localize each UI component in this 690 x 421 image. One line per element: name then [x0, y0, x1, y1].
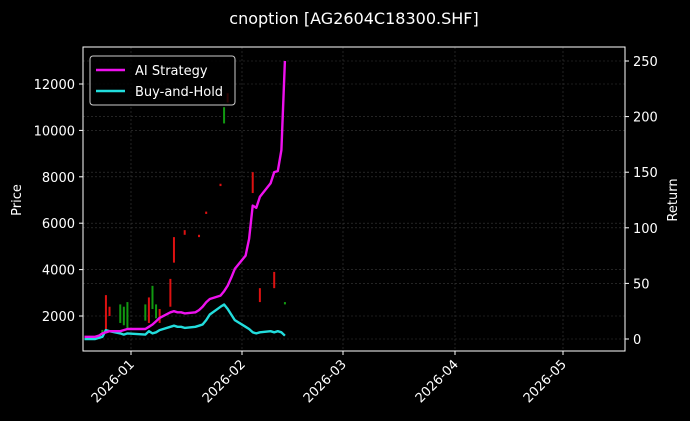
candlestick — [144, 304, 147, 321]
y-axis-left-label: Price — [10, 184, 25, 216]
y-tick-label-left: 2000 — [42, 310, 75, 325]
y-tick-label-right: 0 — [633, 333, 641, 348]
chart-title: cnoption [AG2604C18300.SHF] — [229, 9, 478, 28]
legend-buy-and-hold-label: Buy-and-Hold — [135, 85, 223, 100]
legend-ai-strategy-label: AI Strategy — [135, 64, 208, 79]
y-tick-label-left: 4000 — [42, 264, 75, 279]
y-tick-label-right: 50 — [633, 277, 650, 292]
y-tick-label-right: 200 — [633, 111, 658, 126]
candlestick — [158, 309, 161, 323]
legend: AI Strategy Buy-and-Hold — [89, 55, 236, 106]
y-axis-right: 0 50 100 150 200 250 — [625, 55, 658, 348]
series-lines — [84, 60, 287, 341]
y-tick-label-left: 10000 — [34, 124, 75, 139]
candlestick — [283, 302, 286, 305]
y-tick-label-right: 100 — [633, 222, 658, 237]
candlestick — [223, 107, 226, 124]
y-tick-label-right: 250 — [633, 55, 658, 70]
candlestick — [151, 285, 154, 310]
candlestick — [104, 295, 107, 333]
candlestick — [205, 211, 208, 214]
buy-and-hold-line — [84, 303, 286, 341]
y-tick-label-left: 12000 — [34, 78, 75, 93]
candlestick — [251, 172, 254, 194]
candlestick — [122, 306, 125, 326]
candlestick — [108, 306, 111, 316]
candlestick — [258, 288, 261, 303]
grid-lines — [83, 47, 625, 351]
y-axis-left: 2000 4000 6000 8000 10000 12000 — [34, 78, 83, 325]
candlestick — [273, 271, 276, 289]
candlestick — [183, 230, 186, 235]
candlestick — [172, 237, 175, 263]
candlestick — [169, 278, 172, 307]
candlestick — [198, 234, 201, 238]
ai-strategy-line — [84, 60, 287, 338]
candlestick — [101, 329, 104, 334]
candlestick — [119, 304, 122, 323]
candlestick — [155, 304, 158, 319]
candlestick — [219, 183, 222, 187]
y-tick-label-right: 150 — [633, 166, 658, 181]
legend-box — [89, 55, 236, 106]
y-axis-right-label: Return — [666, 178, 681, 221]
plot-frame — [82, 46, 626, 352]
y-tick-label-left: 6000 — [42, 217, 75, 232]
y-tick-label-left: 8000 — [42, 171, 75, 186]
candlestick — [147, 297, 150, 323]
candlestick — [126, 302, 129, 330]
